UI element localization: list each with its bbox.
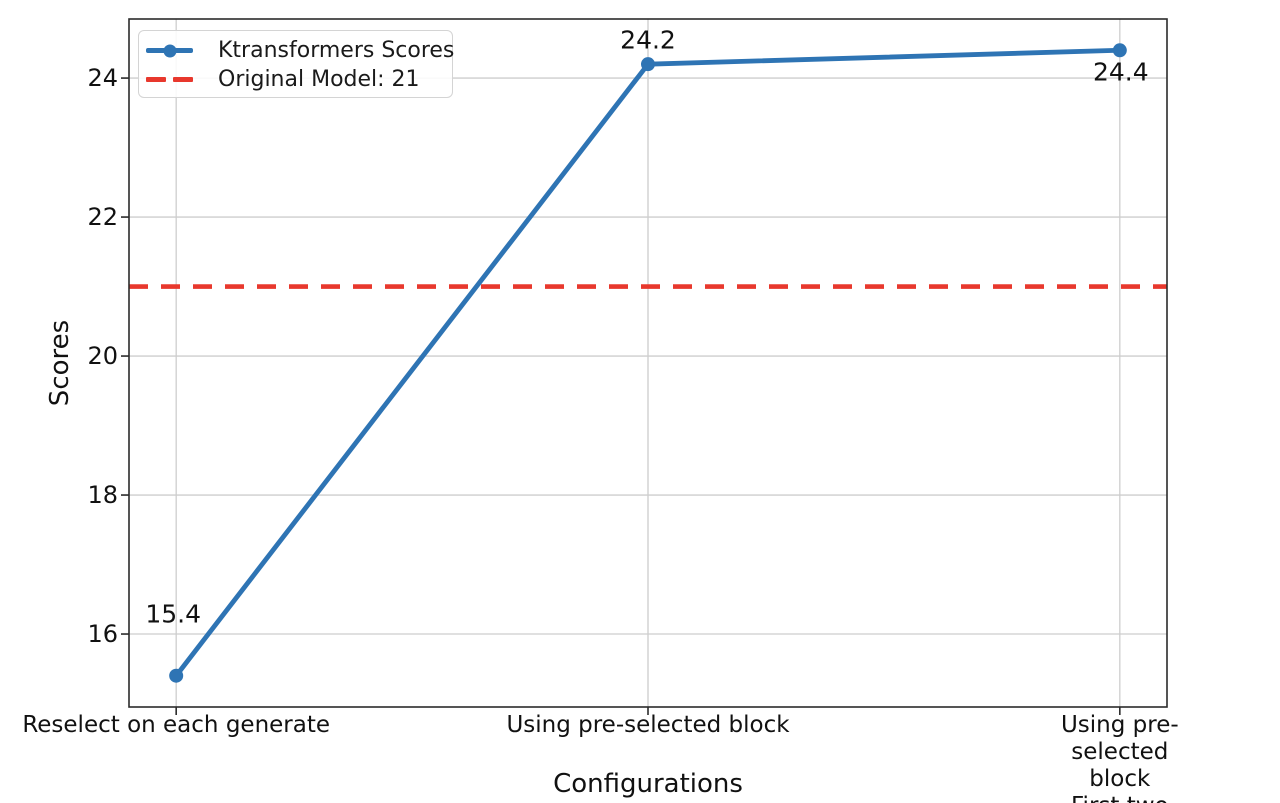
y-tick-label: 18: [87, 481, 118, 510]
tick-marks: [121, 77, 1121, 715]
data-point-label: 15.4: [145, 599, 202, 629]
legend: Ktransformers Scores Original Model: 21: [138, 30, 455, 98]
legend-line-marker-swatch: [146, 44, 193, 57]
x-tick-label: Using pre-selected block: [506, 712, 790, 738]
series-line-swatch: [146, 44, 193, 57]
data-point-label: 24.4: [1092, 57, 1149, 87]
x-axis-label: Configurations: [553, 769, 743, 799]
series-marker-dot: [163, 44, 176, 57]
y-tick-label: 22: [87, 203, 118, 232]
legend-row-series: Ktransformers Scores: [146, 36, 455, 65]
series-markers: [169, 43, 1127, 683]
legend-row-baseline: Original Model: 21: [146, 65, 452, 94]
grid-lines: [129, 19, 1167, 707]
y-tick-label: 24: [87, 64, 118, 93]
x-tick-label: Using pre-selected block First two layer…: [1060, 712, 1179, 803]
x-tick-label: Reselect on each generate: [22, 712, 331, 738]
data-point-label: 24.2: [620, 25, 676, 55]
baseline-dash-swatch: [146, 77, 193, 82]
y-tick-label: 20: [87, 342, 118, 371]
y-tick-label: 16: [87, 620, 118, 649]
legend-label-series: Ktransformers Scores: [218, 37, 455, 63]
legend-dashed-swatch: [146, 77, 193, 82]
legend-label-baseline: Original Model: 21: [218, 66, 420, 92]
